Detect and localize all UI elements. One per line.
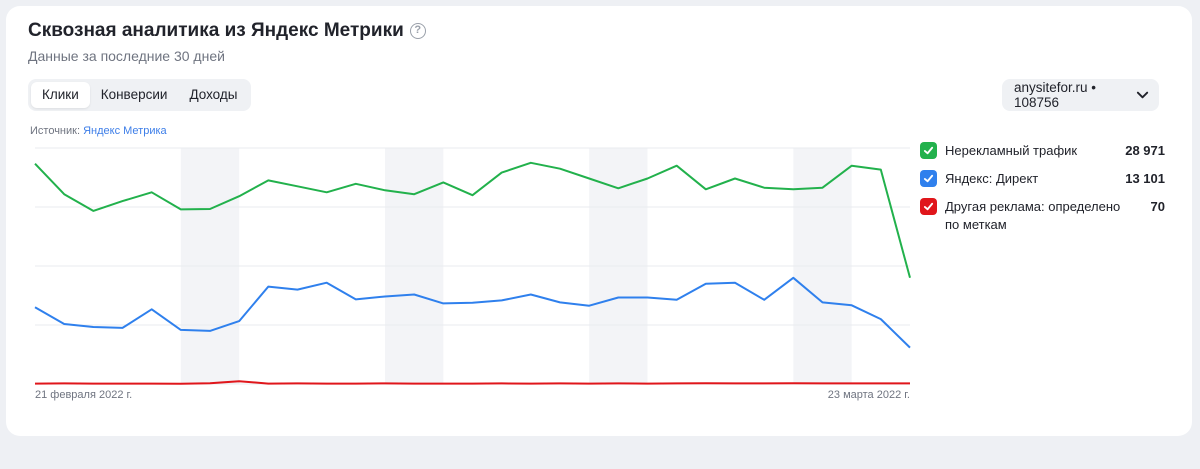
data-source: Источник: Яндекс Метрика	[30, 125, 167, 137]
question-circle-icon[interactable]: ?	[409, 23, 426, 39]
title-row: Сквозная аналитика из Яндекс Метрики ?	[28, 20, 426, 42]
metric-tabs: Клики Конверсии Доходы	[28, 79, 252, 111]
legend-item-organic[interactable]: Нерекламный трафик 28 971	[920, 142, 1165, 160]
x-tick-end: 23 марта 2022 г.	[828, 389, 910, 401]
legend-total: 28 971	[1125, 143, 1165, 158]
checkbox-checked-icon[interactable]	[920, 142, 937, 159]
page-title: Сквозная аналитика из Яндекс Метрики	[28, 20, 404, 41]
tab-clicks[interactable]: Клики	[31, 82, 90, 108]
x-tick-start: 21 февраля 2022 г.	[35, 389, 132, 401]
legend-item-direct[interactable]: Яндекс: Директ 13 101	[920, 170, 1165, 188]
legend-label: Другая реклама: определено по меткам	[945, 199, 1121, 232]
series-line-1[interactable]	[34, 276, 911, 349]
counter-select-value: anysitefor.ru • 108756	[1014, 80, 1097, 110]
tab-conversions[interactable]: Конверсии	[100, 87, 168, 102]
legend-total: 13 101	[1125, 171, 1165, 186]
legend-label: Яндекс: Директ	[945, 171, 1039, 186]
series-line-2[interactable]	[34, 380, 910, 385]
page-subtitle: Данные за последние 30 дней	[28, 48, 225, 64]
chart-legend: Нерекламный трафик 28 971 Яндекс: Директ…	[920, 142, 1165, 244]
counter-select[interactable]: anysitefor.ru • 108756	[1002, 79, 1159, 111]
checkbox-checked-icon[interactable]	[920, 170, 937, 187]
series-line-0[interactable]	[34, 161, 911, 279]
source-link[interactable]: Яндекс Метрика	[83, 125, 167, 137]
checkbox-checked-icon[interactable]	[920, 198, 937, 215]
legend-item-other-ads[interactable]: Другая реклама: определено по меткам 70	[920, 198, 1165, 234]
source-prefix: Источник:	[30, 125, 81, 137]
legend-total: 70	[1150, 199, 1165, 214]
chevron-down-icon	[1136, 91, 1149, 99]
legend-label: Нерекламный трафик	[945, 143, 1078, 158]
tab-revenue[interactable]: Доходы	[189, 87, 238, 102]
